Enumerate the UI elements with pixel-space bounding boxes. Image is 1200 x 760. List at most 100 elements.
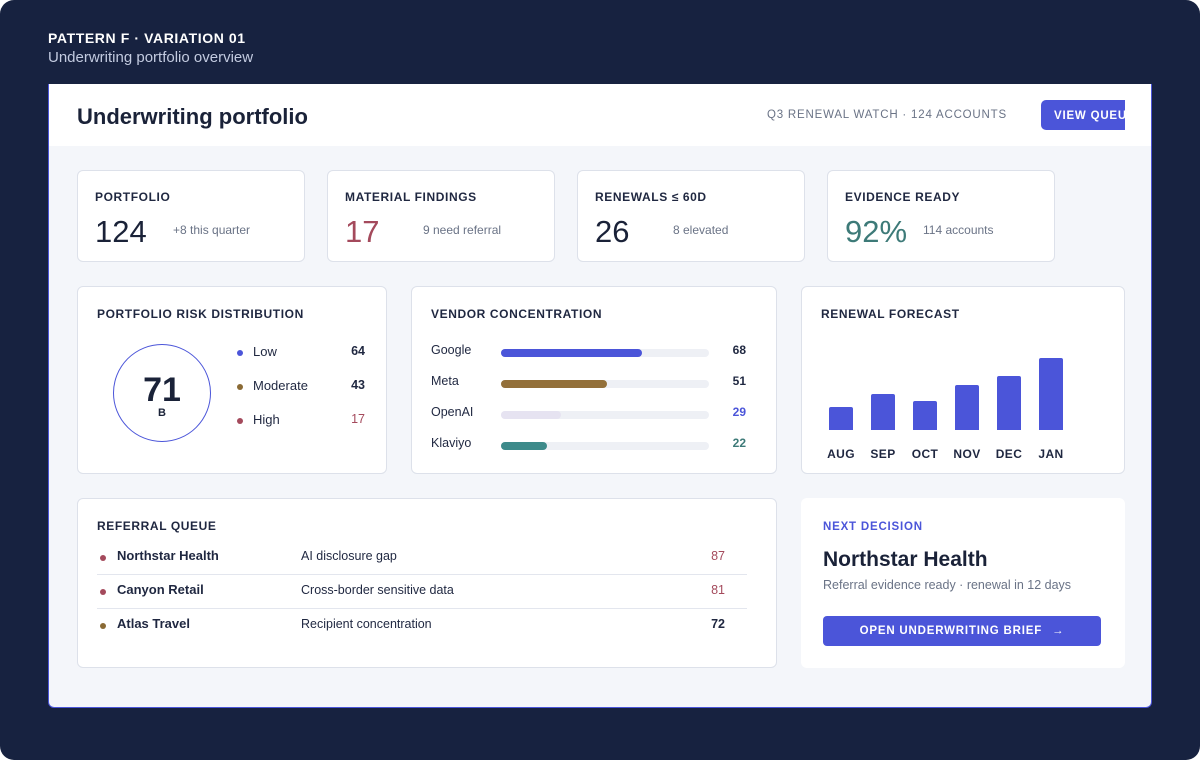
legend-value: 64 (351, 344, 365, 358)
forecast-bar (955, 385, 979, 430)
risk-grade: B (158, 407, 166, 419)
vendor-row: Meta 51 (431, 374, 749, 392)
legend-label: High (253, 412, 280, 427)
vendor-row: Google 68 (431, 343, 749, 361)
severity-dot-icon (100, 589, 106, 595)
card-title: REFERRAL QUEUE (97, 519, 217, 533)
vendor-value: 29 (732, 405, 746, 419)
kpi-label: EVIDENCE READY (845, 190, 961, 204)
forecast-month-label: NOV (953, 447, 981, 461)
forecast-month-label: SEP (870, 447, 896, 461)
kpi-note: +8 this quarter (173, 223, 251, 237)
legend-item-low: Low 64 (237, 344, 365, 362)
next-decision-title: Northstar Health (823, 548, 988, 571)
forecast-month-label: AUG (827, 447, 855, 461)
vendor-bar-track (501, 349, 709, 357)
dashboard-frame: Underwriting portfolio Q3 RENEWAL WATCH … (48, 84, 1152, 708)
legend-label: Low (253, 344, 277, 359)
queue-issue: Recipient concentration (301, 617, 432, 631)
card-title: PORTFOLIO RISK DISTRIBUTION (97, 307, 304, 321)
forecast-bar (829, 407, 853, 430)
risk-score-ring: 71 B (113, 344, 211, 442)
forecast-bar (913, 401, 937, 430)
renewal-forecast-card: RENEWAL FORECAST AUG SEP OCT NOV DEC JAN (801, 286, 1125, 474)
queue-score: 81 (711, 583, 725, 597)
vendor-name: Google (431, 343, 472, 357)
kpi-label: PORTFOLIO (95, 190, 171, 204)
forecast-month-label: JAN (1038, 447, 1064, 461)
severity-dot-icon (100, 555, 106, 561)
queue-account-name: Canyon Retail (117, 582, 204, 597)
card-title: VENDOR CONCENTRATION (431, 307, 603, 321)
kpi-label: MATERIAL FINDINGS (345, 190, 477, 204)
risk-score-value: 71 (143, 371, 181, 409)
vendor-name: Klaviyo (431, 436, 472, 450)
page-title: Underwriting portfolio (77, 104, 308, 129)
legend-item-moderate: Moderate 43 (237, 378, 365, 396)
kpi-card-evidence-ready: EVIDENCE READY 92% 114 accounts (827, 170, 1055, 262)
legend-label: Moderate (253, 378, 308, 393)
legend-value: 43 (351, 378, 365, 392)
vendor-bar-track (501, 442, 709, 450)
vendor-name: Meta (431, 374, 459, 388)
next-decision-card: NEXT DECISION Northstar Health Referral … (801, 498, 1125, 668)
vendor-bar-fill (501, 411, 561, 419)
forecast-bar (871, 394, 895, 430)
vendor-bar-fill (501, 349, 642, 357)
queue-row[interactable]: Northstar Health AI disclosure gap 87 (97, 541, 747, 575)
kpi-value: 92% (845, 214, 908, 249)
vendor-value: 68 (732, 343, 746, 357)
queue-account-name: Northstar Health (117, 548, 219, 563)
legend-dot-icon (237, 418, 243, 424)
vendor-value: 22 (732, 436, 746, 450)
arrow-right-icon: → (1052, 625, 1065, 637)
vendor-bar-fill (501, 442, 547, 450)
kpi-label: RENEWALS ≤ 60D (595, 190, 707, 204)
kpi-card-renewals: RENEWALS ≤ 60D 26 8 elevated (577, 170, 805, 262)
queue-issue: AI disclosure gap (301, 549, 397, 563)
forecast-bar (997, 376, 1021, 430)
next-decision-subtitle: Referral evidence ready · renewal in 12 … (823, 578, 1072, 592)
kpi-value: 17 (345, 214, 380, 249)
card-title: RENEWAL FORECAST (821, 307, 960, 321)
forecast-bar (1039, 358, 1063, 430)
open-underwriting-brief-button[interactable]: OPEN UNDERWRITING BRIEF → (823, 616, 1101, 646)
vendor-row: OpenAI 29 (431, 405, 749, 423)
vendor-value: 51 (732, 374, 746, 388)
forecast-month-label: DEC (995, 447, 1023, 461)
vendor-concentration-card: VENDOR CONCENTRATION Google 68 Meta 51 OpenA… (411, 286, 777, 474)
pattern-eyebrow: PATTERN F · VARIATION 01 (48, 30, 246, 46)
risk-distribution-card: PORTFOLIO RISK DISTRIBUTION 71 B Low 64 … (77, 286, 387, 474)
severity-dot-icon (100, 623, 106, 629)
kpi-card-material-findings: MATERIAL FINDINGS 17 9 need referral (327, 170, 555, 262)
topbar: Underwriting portfolio Q3 RENEWAL WATCH … (49, 84, 1151, 146)
cta-label: OPEN UNDERWRITING BRIEF (859, 625, 1043, 637)
legend-dot-icon (237, 350, 243, 356)
vendor-name: OpenAI (431, 405, 474, 419)
vendor-bar-fill (501, 380, 607, 388)
legend-value: 17 (351, 412, 365, 426)
kpi-note: 8 elevated (673, 223, 729, 237)
kpi-note: 9 need referral (423, 223, 502, 237)
queue-issue: Cross-border sensitive data (301, 583, 454, 597)
queue-row[interactable]: Atlas Travel Recipient concentration 72 (97, 609, 747, 643)
vendor-bar-track (501, 411, 709, 419)
referral-queue-card: REFERRAL QUEUE Northstar Health AI discl… (77, 498, 777, 668)
vendor-bar-track (501, 380, 709, 388)
queue-score: 72 (711, 617, 725, 631)
kpi-card-portfolio: PORTFOLIO 124 +8 this quarter (77, 170, 305, 262)
queue-row[interactable]: Canyon Retail Cross-border sensitive dat… (97, 575, 747, 609)
renewal-watch-label: Q3 RENEWAL WATCH · 124 ACCOUNTS (767, 109, 1007, 121)
queue-account-name: Atlas Travel (117, 616, 190, 631)
queue-score: 87 (711, 549, 725, 563)
kpi-value: 26 (595, 214, 630, 249)
view-queue-button[interactable]: VIEW QUEUE (1041, 100, 1125, 130)
vendor-row: Klaviyo 22 (431, 436, 749, 454)
legend-item-high: High 17 (237, 412, 365, 430)
kpi-note: 114 accounts (923, 223, 994, 237)
kpi-value: 124 (95, 214, 147, 249)
pattern-subtitle: Underwriting portfolio overview (48, 49, 254, 66)
legend-dot-icon (237, 384, 243, 390)
forecast-month-label: OCT (911, 447, 939, 461)
